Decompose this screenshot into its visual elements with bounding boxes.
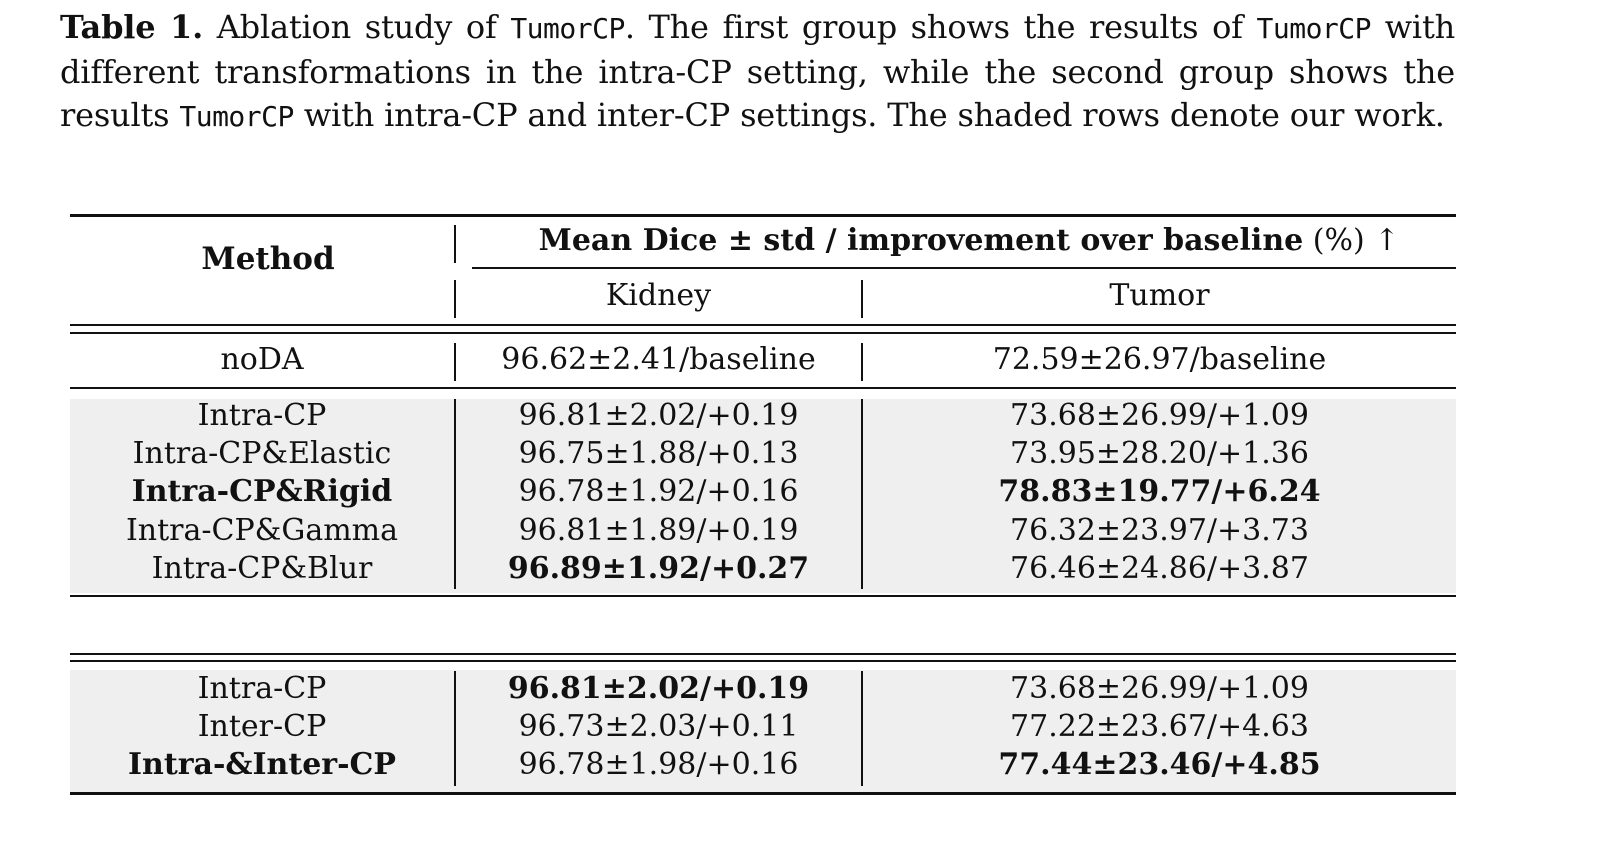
results-table: Method Mean Dice ± std / improvement ove… (70, 214, 1456, 814)
caption-text-2: . The first group shows the results of (624, 8, 1257, 46)
caption-text-1: Ablation study of (203, 8, 511, 46)
vline-method-baseline (454, 343, 456, 381)
row-kidney-value: 96.81±1.89/+0.19 (518, 512, 799, 548)
header-kidney: Kidney (605, 278, 712, 313)
baseline-kidney: 96.62±2.41/baseline (501, 342, 816, 377)
vline-kidney-group1 (861, 399, 863, 589)
row-kidney-value: 96.89±1.92/+0.27 (507, 550, 810, 586)
header-metric: Mean Dice ± std / improvement over basel… (482, 222, 1456, 260)
caption-text-3: with different transformations in the in… (60, 8, 1456, 134)
row-method: Intra-CP&Gamma (125, 512, 399, 548)
row-kidney-value: 96.81±2.02/+0.19 (507, 671, 810, 706)
row-method: Intra-&Inter-CP (128, 747, 396, 783)
vline-method-group2 (454, 671, 456, 786)
row-kidney-value: 96.78±1.92/+0.16 (518, 474, 799, 510)
row-kidney-value: 96.78±1.98/+0.16 (518, 747, 799, 783)
group2-top-rule-2 (70, 660, 1456, 662)
row-tumor-value: 77.22±23.67/+4.63 (1010, 709, 1309, 745)
row-method: Intra-CP (197, 671, 327, 706)
row-kidney-value: 96.75±1.88/+0.13 (518, 436, 799, 472)
bottom-rule (70, 792, 1456, 795)
row-tumor-value: 73.68±26.99/+1.09 (1010, 671, 1309, 706)
caption-label: Table 1. (60, 8, 204, 46)
header-tumor: Tumor (1109, 278, 1210, 313)
group2-top-rule-1 (70, 653, 1456, 655)
table-caption: Table 1. Ablation study of TumorCP. The … (60, 6, 1455, 139)
caption-method-name-3: TumorCP (179, 100, 294, 133)
header-method: Method (201, 241, 335, 277)
vline-method-header-bottom (454, 280, 456, 318)
row-method: Intra-CP&Rigid (131, 474, 393, 510)
row-method: Intra-CP&Blur (151, 550, 373, 586)
vline-kidney-baseline (861, 343, 863, 381)
row-method: Intra-CP&Elastic (132, 436, 392, 472)
vline-kidney-header (861, 280, 863, 318)
header-subrule (472, 267, 1456, 269)
group1-bottom-rule (70, 595, 1456, 597)
header-metric-bold: Mean Dice ± std / improvement over basel… (538, 223, 1304, 258)
baseline-bottom-rule (70, 387, 1456, 389)
caption-method-name-2: TumorCP (1256, 12, 1372, 45)
row-tumor-value: 77.44±23.46/+4.85 (998, 747, 1321, 783)
row-tumor-value: 73.95±28.20/+1.36 (1010, 436, 1309, 472)
vline-method-group1 (454, 399, 456, 589)
caption-text-4: with intra-CP and inter-CP settings. The… (293, 96, 1445, 134)
row-kidney-value: 96.73±2.03/+0.11 (518, 709, 799, 745)
row-tumor-value: 76.32±23.97/+3.73 (1010, 512, 1309, 548)
top-rule (70, 214, 1456, 217)
caption-method-name-1: TumorCP (510, 12, 625, 45)
row-method: Intra-CP (197, 398, 327, 433)
vline-method-header-top (454, 225, 456, 263)
row-tumor-value: 78.83±19.77/+6.24 (998, 474, 1321, 510)
row-tumor-value: 73.68±26.99/+1.09 (1010, 398, 1309, 433)
shaded-group-1 (70, 399, 1456, 593)
row-method: Inter-CP (197, 709, 327, 745)
header-bottom-rule-2 (70, 332, 1456, 334)
row-tumor-value: 76.46±24.86/+3.87 (1010, 550, 1309, 586)
baseline-method: noDA (220, 342, 304, 377)
shaded-group-2 (70, 670, 1456, 792)
row-kidney-value: 96.81±2.02/+0.19 (518, 398, 799, 433)
baseline-tumor: 72.59±26.97/baseline (992, 342, 1327, 377)
header-metric-unit: (%) ↑ (1303, 223, 1400, 258)
header-bottom-rule-1 (70, 324, 1456, 326)
vline-kidney-group2 (861, 671, 863, 786)
